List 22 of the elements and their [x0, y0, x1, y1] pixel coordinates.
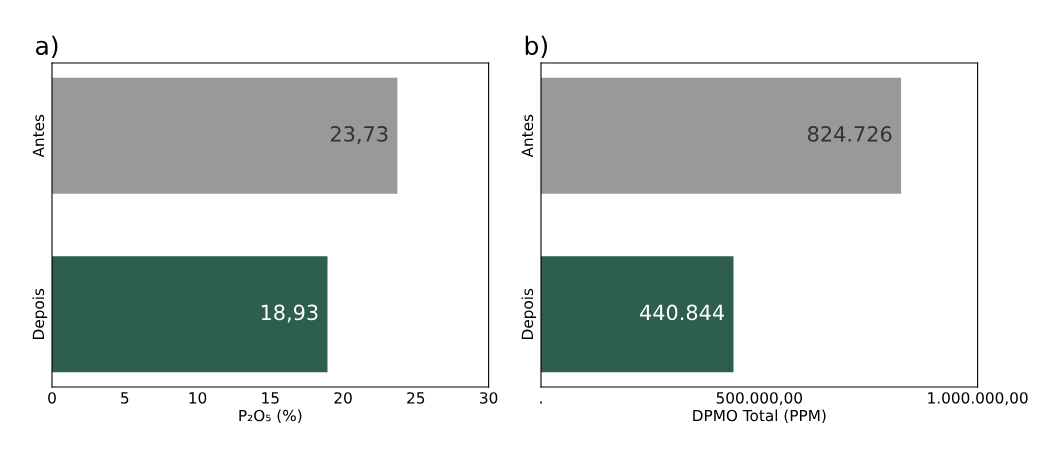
x-tick-label: 0 — [48, 392, 56, 404]
data-label: 18,93 — [261, 304, 318, 323]
y-tick-label: Depois — [32, 288, 48, 339]
y-tick-label: Antes — [521, 114, 534, 158]
x-tick-label: 30 — [480, 392, 498, 404]
x-axis-title: P₂O₅ (%) — [239, 409, 302, 424]
data-label: 824.726 — [808, 126, 892, 142]
y-tick-label: Depois — [521, 288, 537, 339]
x-tick-label: 5 — [121, 392, 129, 404]
x-tick-label: 10 — [189, 392, 207, 404]
x-tick-label: 20 — [334, 392, 352, 404]
x-tick-label: 25 — [407, 392, 425, 404]
chart-title: b) — [525, 35, 548, 58]
x-tick-label: . — [540, 401, 542, 404]
data-label: 23,73 — [330, 126, 388, 144]
y-tick-label: Antes — [32, 114, 45, 158]
x-tick-label: 15 — [262, 392, 279, 404]
chart-title: a) — [36, 35, 58, 58]
x-axis-title: DPMO Total (PPM) — [693, 409, 826, 424]
data-label: 440.844 — [640, 304, 724, 321]
x-tick-label: 500.000,00 — [716, 392, 803, 406]
x-tick-label: 1.000.000,00 — [928, 392, 1028, 406]
